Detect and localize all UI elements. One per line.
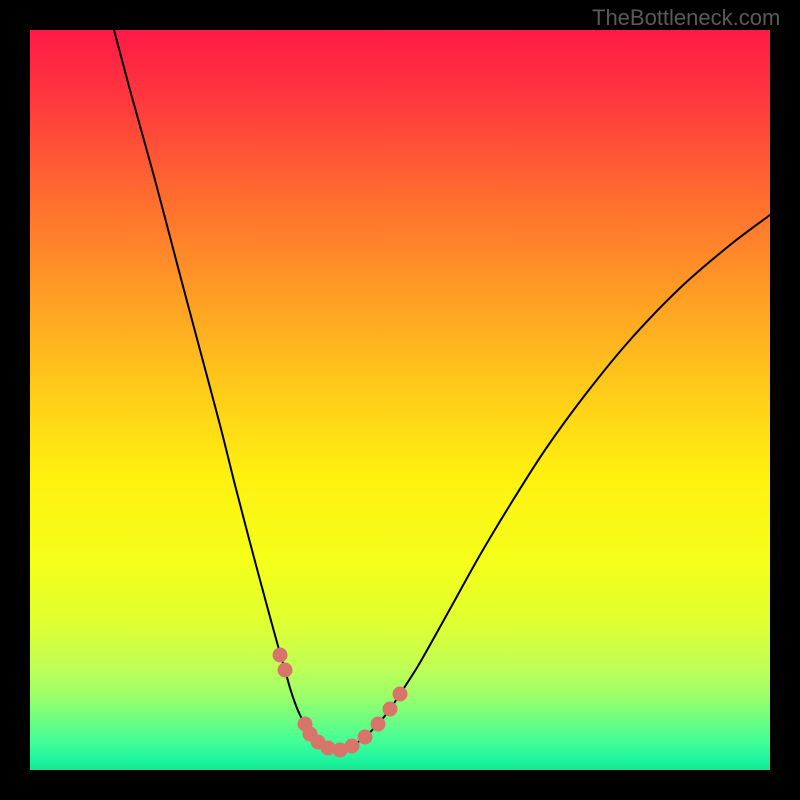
curve-marker [273, 648, 287, 662]
plot-area [30, 30, 770, 770]
curve-markers [273, 648, 407, 757]
curve-marker [371, 717, 385, 731]
bottleneck-curve [30, 30, 770, 770]
chart-frame: TheBottleneck.com [0, 0, 800, 800]
curve-marker [393, 687, 407, 701]
curve-line [114, 30, 770, 750]
curve-marker [358, 730, 372, 744]
watermark-text: TheBottleneck.com [592, 5, 780, 31]
curve-marker [383, 702, 397, 716]
curve-marker [345, 739, 359, 753]
curve-marker [278, 663, 292, 677]
